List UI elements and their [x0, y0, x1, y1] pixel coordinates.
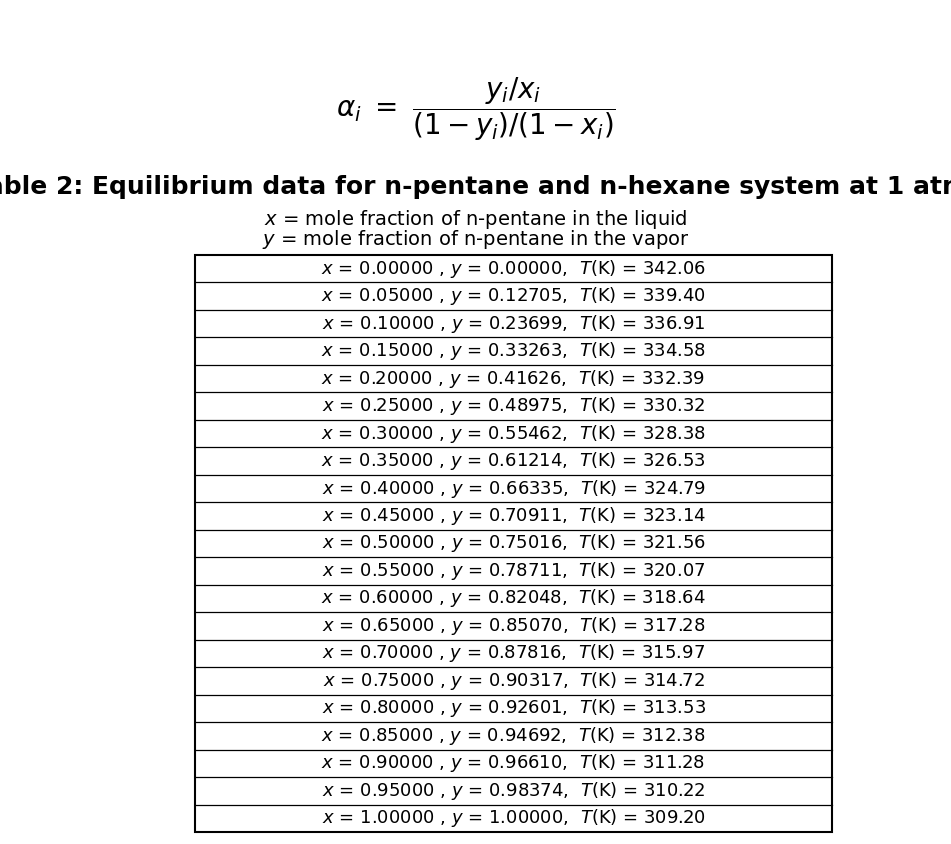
Text: $y$ = mole fraction of n-pentane in the vapor: $y$ = mole fraction of n-pentane in the … [262, 228, 689, 251]
Text: $x$ = 0.45000 , $y$ = 0.70911,  $T$(K) = 323.14: $x$ = 0.45000 , $y$ = 0.70911, $T$(K) = … [321, 505, 706, 527]
Text: Table 2: Equilibrium data for n-pentane and n-hexane system at 1 atm.: Table 2: Equilibrium data for n-pentane … [0, 175, 951, 199]
Text: $x$ = 0.10000 , $y$ = 0.23699,  $T$(K) = 336.91: $x$ = 0.10000 , $y$ = 0.23699, $T$(K) = … [321, 312, 706, 335]
Text: $x$ = 0.75000 , $y$ = 0.90317,  $T$(K) = 314.72: $x$ = 0.75000 , $y$ = 0.90317, $T$(K) = … [322, 670, 705, 692]
Text: $x$ = 0.05000 , $y$ = 0.12705,  $T$(K) = 339.40: $x$ = 0.05000 , $y$ = 0.12705, $T$(K) = … [321, 285, 706, 307]
Text: $x$ = 0.60000 , $y$ = 0.82048,  $T$(K) = 318.64: $x$ = 0.60000 , $y$ = 0.82048, $T$(K) = … [321, 587, 706, 609]
Text: $x$ = 0.35000 , $y$ = 0.61214,  $T$(K) = 326.53: $x$ = 0.35000 , $y$ = 0.61214, $T$(K) = … [321, 450, 706, 472]
Text: $x$ = 0.80000 , $y$ = 0.92601,  $T$(K) = 313.53: $x$ = 0.80000 , $y$ = 0.92601, $T$(K) = … [321, 697, 706, 719]
Text: $x$ = 0.30000 , $y$ = 0.55462,  $T$(K) = 328.38: $x$ = 0.30000 , $y$ = 0.55462, $T$(K) = … [321, 423, 706, 445]
Text: $x$ = 0.50000 , $y$ = 0.75016,  $T$(K) = 321.56: $x$ = 0.50000 , $y$ = 0.75016, $T$(K) = … [321, 533, 706, 555]
Text: $x$ = 0.00000 , $y$ = 0.00000,  $T$(K) = 342.06: $x$ = 0.00000 , $y$ = 0.00000, $T$(K) = … [320, 257, 707, 279]
Text: $x$ = 0.65000 , $y$ = 0.85070,  $T$(K) = 317.28: $x$ = 0.65000 , $y$ = 0.85070, $T$(K) = … [321, 615, 706, 637]
Text: $x$ = 0.70000 , $y$ = 0.87816,  $T$(K) = 315.97: $x$ = 0.70000 , $y$ = 0.87816, $T$(K) = … [322, 642, 705, 664]
Bar [195, 255, 832, 832]
Text: $\alpha_i\ =\ \dfrac{y_i/x_i}{(1 - y_i)/(1 - x_i)}$: $\alpha_i\ =\ \dfrac{y_i/x_i}{(1 - y_i)/… [336, 75, 615, 143]
Text: $x$ = mole fraction of n-pentane in the liquid: $x$ = mole fraction of n-pentane in the … [263, 208, 688, 231]
Text: $x$ = 0.40000 , $y$ = 0.66335,  $T$(K) = 324.79: $x$ = 0.40000 , $y$ = 0.66335, $T$(K) = … [321, 478, 706, 500]
Text: $x$ = 0.15000 , $y$ = 0.33263,  $T$(K) = 334.58: $x$ = 0.15000 , $y$ = 0.33263, $T$(K) = … [321, 340, 706, 362]
Text: $x$ = 0.95000 , $y$ = 0.98374,  $T$(K) = 310.22: $x$ = 0.95000 , $y$ = 0.98374, $T$(K) = … [321, 780, 706, 802]
Text: $x$ = 0.90000 , $y$ = 0.96610,  $T$(K) = 311.28: $x$ = 0.90000 , $y$ = 0.96610, $T$(K) = … [321, 752, 706, 774]
Text: $x$ = 0.85000 , $y$ = 0.94692,  $T$(K) = 312.38: $x$ = 0.85000 , $y$ = 0.94692, $T$(K) = … [321, 725, 706, 747]
Text: $x$ = 1.00000 , $y$ = 1.00000,  $T$(K) = 309.20: $x$ = 1.00000 , $y$ = 1.00000, $T$(K) = … [321, 807, 706, 830]
Text: $x$ = 0.20000 , $y$ = 0.41626,  $T$(K) = 332.39: $x$ = 0.20000 , $y$ = 0.41626, $T$(K) = … [321, 368, 706, 390]
Text: $x$ = 0.55000 , $y$ = 0.78711,  $T$(K) = 320.07: $x$ = 0.55000 , $y$ = 0.78711, $T$(K) = … [321, 560, 706, 582]
Text: $x$ = 0.25000 , $y$ = 0.48975,  $T$(K) = 330.32: $x$ = 0.25000 , $y$ = 0.48975, $T$(K) = … [321, 395, 706, 417]
